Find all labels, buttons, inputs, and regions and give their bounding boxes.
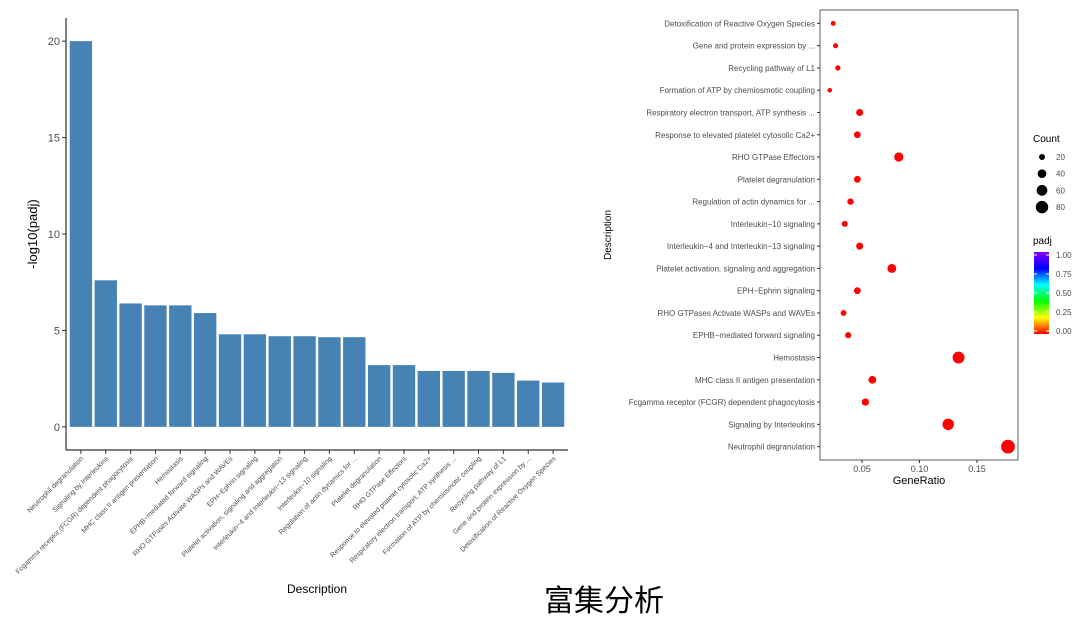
bar — [193, 313, 217, 427]
category-label: Signaling by Interleukins — [728, 420, 815, 429]
category-label: EPHB−mediated forward signaling — [693, 331, 815, 340]
category-label: Detoxification of Reactive Oxygen Specie… — [664, 19, 815, 28]
bar — [467, 370, 490, 427]
legend-count-dot — [1036, 185, 1048, 196]
dot — [861, 398, 870, 406]
category-label: Interleukin−10 signaling — [731, 220, 815, 229]
x-tick-label: Interleukin−4 and Interleukin−13 signali… — [212, 455, 309, 552]
category-label: Gene and protein expression by ... — [693, 42, 815, 51]
padj-tick-label: 0.50 — [1056, 289, 1072, 298]
category-label: Recycling pathway of L1 — [728, 64, 815, 73]
x-tick-label: Platelet degranulation — [331, 455, 384, 508]
dot — [845, 332, 852, 339]
dot — [853, 175, 861, 183]
x-tick-label: 0.10 — [911, 464, 929, 474]
dot — [841, 220, 848, 227]
bar — [367, 365, 391, 427]
bar — [517, 380, 540, 427]
padj-tick-label: 0.00 — [1056, 327, 1072, 336]
y-axis-title: -log10(padj) — [25, 199, 40, 268]
dot — [856, 108, 864, 117]
dot — [894, 152, 904, 162]
padj-color-bar — [1034, 252, 1049, 334]
dot-plot: Detoxification of Reactive Oxygen Specie… — [603, 9, 1072, 487]
dot — [942, 418, 954, 431]
dot — [853, 131, 861, 139]
dot — [856, 242, 864, 250]
padj-tick-label: 1.00 — [1056, 251, 1072, 260]
bar — [144, 305, 167, 427]
dot — [830, 20, 836, 26]
category-label: Platelet activation, signaling and aggre… — [656, 264, 815, 273]
bar — [169, 305, 192, 427]
category-label: Formation of ATP by chemiosmotic couplin… — [660, 86, 815, 95]
dot — [853, 287, 861, 295]
x-axis-title: Description — [287, 582, 347, 596]
category-label: MHC class II antigen presentation — [695, 376, 815, 385]
legend-count-label: 20 — [1056, 153, 1065, 162]
bar — [417, 370, 441, 427]
y-tick-label: 0 — [54, 422, 60, 434]
category-label: Interleukin−4 and Interleukin−13 signali… — [667, 242, 815, 251]
y-tick-label: 20 — [48, 36, 60, 48]
legend-count-label: 60 — [1056, 186, 1065, 195]
dot — [952, 351, 965, 364]
dot — [832, 43, 839, 49]
dot — [868, 375, 877, 384]
legend: Count 20 40 60 80 padj 1.00 0.75 0.50 0.25 0.00 — [1033, 134, 1072, 336]
y-tick-label: 5 — [54, 325, 60, 337]
dot — [887, 263, 897, 273]
category-label: EPH−Ephrin signaling — [737, 287, 815, 296]
bar — [268, 336, 291, 427]
figure-caption: 富集分析 — [544, 584, 664, 619]
bar — [392, 365, 416, 427]
y-tick-label: 15 — [48, 133, 60, 145]
category-label: Neutrophil degranulation — [728, 443, 815, 452]
category-label: Response to elevated platelet cytosolic … — [655, 131, 815, 140]
legend-count-dot — [1035, 200, 1049, 214]
padj-tick-label: 0.25 — [1056, 308, 1072, 317]
dot — [1001, 439, 1015, 454]
legend-count-title: Count — [1033, 134, 1060, 145]
dot — [840, 310, 847, 316]
dot — [827, 87, 833, 93]
bar — [442, 370, 465, 427]
y-tick-label: 10 — [48, 229, 60, 241]
y-axis-title: Description — [603, 210, 614, 260]
bar — [318, 337, 341, 427]
category-label: Hemostasis — [773, 354, 815, 363]
padj-tick-label: 0.75 — [1056, 270, 1072, 279]
category-label: Respiratory electron transport, ATP synt… — [646, 109, 815, 118]
bar — [293, 336, 316, 427]
category-label: Fcgamma receptor (FCGR) dependent phagoc… — [629, 398, 815, 407]
x-tick-label: 0.05 — [853, 464, 871, 474]
panel-border — [819, 9, 1019, 461]
legend-count-dot — [1037, 169, 1047, 179]
dot — [847, 198, 854, 205]
x-tick-label: Detoxification of Reactive Oxygen Specie… — [459, 455, 558, 554]
bar — [119, 303, 142, 427]
legend-count-dot — [1039, 154, 1045, 160]
bar — [243, 334, 267, 427]
enrichment-figure: 0 5 10 15 20 Neutrophil degranulation Signalin… — [15, 9, 1072, 596]
bar — [492, 372, 515, 427]
bar — [343, 337, 366, 427]
category-label: RHO GTPases Activate WASPs and WAVEs — [657, 309, 815, 318]
x-axis-title: GeneRatio — [893, 475, 946, 487]
bar — [218, 334, 242, 427]
category-label: Regulation of actin dynamics for ... — [692, 198, 815, 207]
dot — [835, 65, 841, 71]
x-tick-label: Fcgamma receptor (FCGR) dependent phagoc… — [15, 455, 136, 576]
x-tick-label: 0.15 — [968, 464, 986, 474]
bar — [69, 41, 93, 427]
bar — [541, 382, 565, 427]
category-label: Platelet degranulation — [738, 175, 815, 184]
bar — [94, 280, 117, 427]
legend-count-label: 80 — [1056, 203, 1065, 212]
category-label: RHO GTPase Effectors — [732, 153, 815, 162]
legend-count-label: 40 — [1056, 170, 1065, 179]
legend-padj-title: padj — [1033, 236, 1052, 247]
